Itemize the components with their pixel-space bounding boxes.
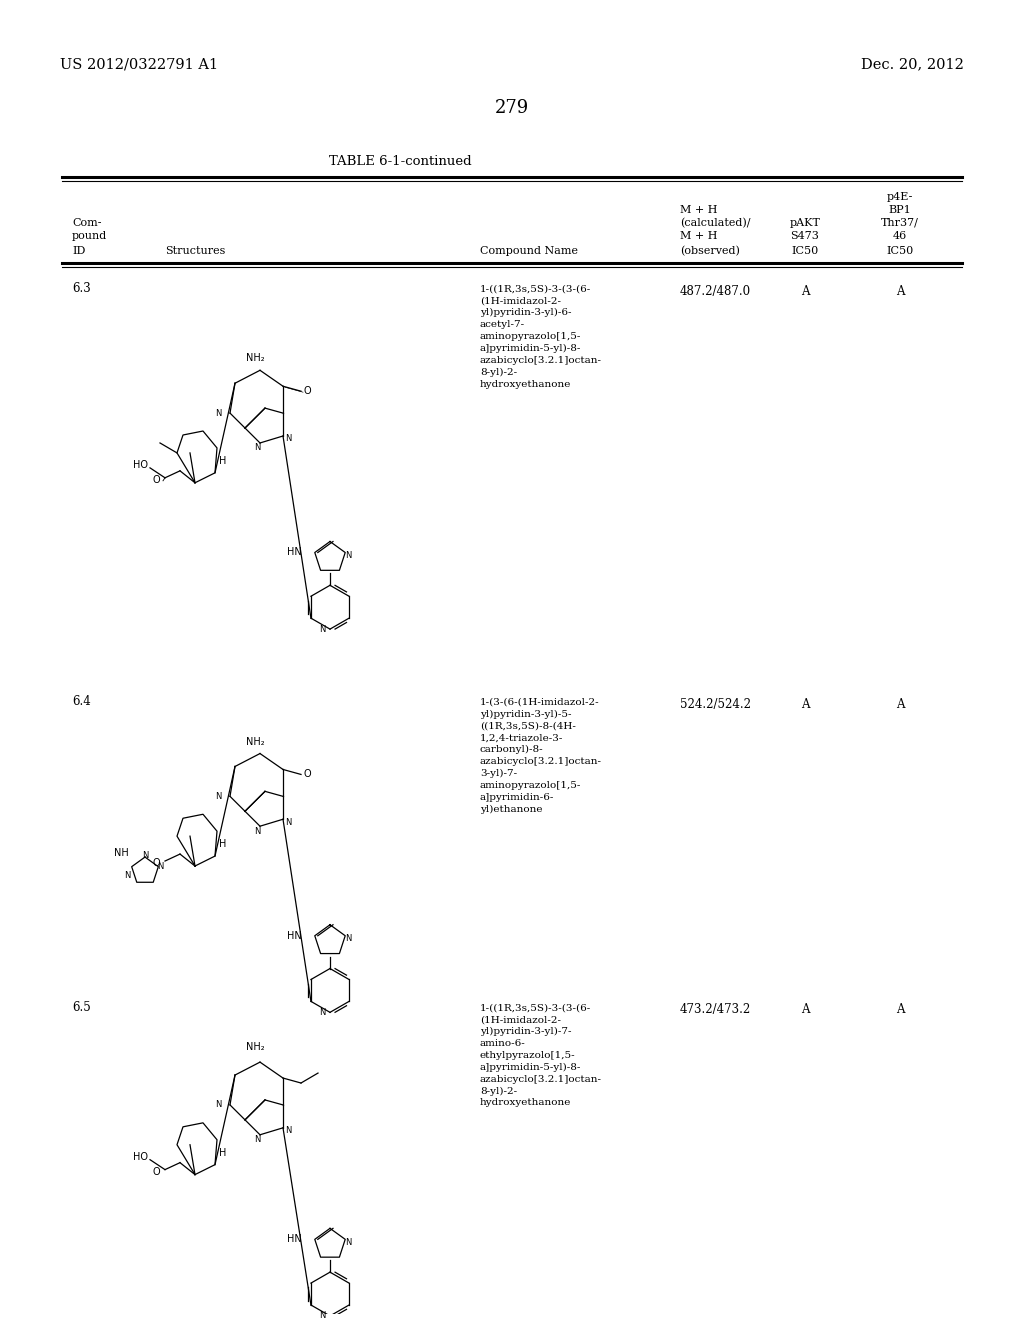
Text: US 2012/0322791 A1: US 2012/0322791 A1	[60, 58, 218, 71]
Text: N: N	[285, 1126, 291, 1135]
Text: N: N	[216, 792, 222, 801]
Text: NH: NH	[115, 847, 129, 858]
Text: N: N	[285, 434, 291, 444]
Text: 46: 46	[893, 231, 907, 242]
Text: A: A	[801, 285, 809, 298]
Text: N: N	[345, 1238, 351, 1247]
Text: N: N	[157, 862, 163, 870]
Text: 6.4: 6.4	[72, 696, 91, 709]
Text: N: N	[254, 826, 260, 836]
Text: N: N	[345, 935, 351, 944]
Text: NH₂: NH₂	[246, 354, 264, 363]
Text: O: O	[153, 858, 160, 869]
Text: IC50: IC50	[792, 246, 818, 256]
Text: N: N	[216, 1101, 222, 1109]
Text: 1-(3-(6-(1H-imidazol-2-
yl)pyridin-3-yl)-5-
((1R,3s,5S)-8-(4H-
1,2,4-triazole-3-: 1-(3-(6-(1H-imidazol-2- yl)pyridin-3-yl)…	[480, 698, 602, 813]
Text: 473.2/473.2: 473.2/473.2	[680, 1003, 752, 1016]
Text: (calculated)/: (calculated)/	[680, 218, 751, 228]
Text: N: N	[141, 850, 148, 859]
Text: H: H	[219, 840, 226, 849]
Text: 6.3: 6.3	[72, 282, 91, 296]
Text: N: N	[319, 1008, 326, 1016]
Text: 524.2/524.2: 524.2/524.2	[680, 698, 751, 710]
Text: HO: HO	[133, 459, 148, 470]
Text: IC50: IC50	[887, 246, 913, 256]
Text: M + H: M + H	[680, 231, 718, 242]
Text: N: N	[254, 1135, 260, 1144]
Text: HN: HN	[288, 931, 302, 941]
Text: Compound Name: Compound Name	[480, 246, 578, 256]
Text: A: A	[896, 285, 904, 298]
Text: N: N	[124, 871, 130, 880]
Text: pound: pound	[72, 231, 108, 242]
Text: A: A	[801, 1003, 809, 1016]
Text: N: N	[216, 409, 222, 417]
Text: HN: HN	[288, 1234, 302, 1245]
Text: H: H	[219, 1147, 226, 1158]
Text: 487.2/487.0: 487.2/487.0	[680, 285, 752, 298]
Text: p4E-: p4E-	[887, 193, 913, 202]
Text: S473: S473	[791, 231, 819, 242]
Text: pAKT: pAKT	[790, 218, 820, 228]
Text: O: O	[153, 1167, 160, 1176]
Text: NH₂: NH₂	[246, 737, 264, 747]
Text: N: N	[319, 1312, 326, 1320]
Text: A: A	[896, 698, 904, 710]
Text: O: O	[303, 387, 310, 396]
Text: BP1: BP1	[889, 205, 911, 215]
Text: Thr37/: Thr37/	[881, 218, 919, 228]
Text: 1-((1R,3s,5S)-3-(3-(6-
(1H-imidazol-2-
yl)pyridin-3-yl)-6-
acetyl-7-
aminopyrazo: 1-((1R,3s,5S)-3-(3-(6- (1H-imidazol-2- y…	[480, 285, 602, 388]
Text: Structures: Structures	[165, 246, 225, 256]
Text: Dec. 20, 2012: Dec. 20, 2012	[861, 58, 964, 71]
Text: A: A	[896, 1003, 904, 1016]
Text: O: O	[303, 770, 310, 779]
Text: 1-((1R,3s,5S)-3-(3-(6-
(1H-imidazol-2-
yl)pyridin-3-yl)-7-
amino-6-
ethylpyrazol: 1-((1R,3s,5S)-3-(3-(6- (1H-imidazol-2- y…	[480, 1003, 602, 1107]
Text: HO: HO	[133, 1151, 148, 1162]
Text: TABLE 6-1-continued: TABLE 6-1-continued	[329, 154, 471, 168]
Text: A: A	[801, 698, 809, 710]
Text: N: N	[285, 817, 291, 826]
Text: N: N	[254, 444, 260, 453]
Text: HN: HN	[288, 548, 302, 557]
Text: NH₂: NH₂	[246, 1043, 264, 1052]
Text: ID: ID	[72, 246, 85, 256]
Text: N: N	[345, 550, 351, 560]
Text: H: H	[219, 455, 226, 466]
Text: M + H: M + H	[680, 205, 718, 215]
Text: 279: 279	[495, 99, 529, 116]
Text: (observed): (observed)	[680, 246, 740, 256]
Text: Com-: Com-	[72, 218, 101, 228]
Text: N: N	[319, 624, 326, 634]
Text: O: O	[153, 475, 160, 484]
Text: 6.5: 6.5	[72, 1001, 91, 1014]
